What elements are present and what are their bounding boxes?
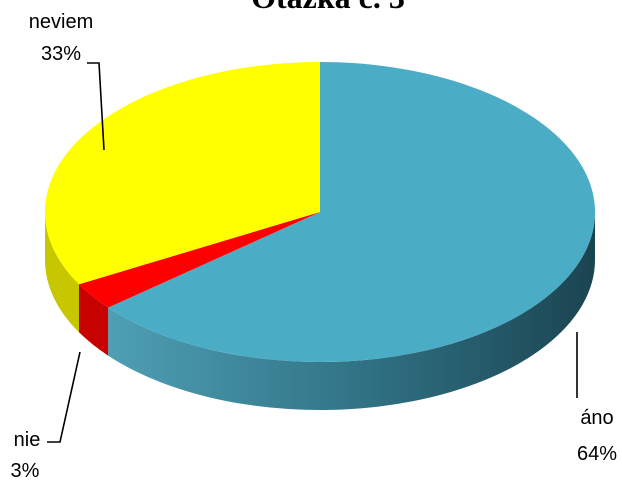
label-ano-value: 64% [577,443,617,465]
slice-nie [79,212,320,308]
label-nie-name: nie [14,429,41,451]
leader-neviem [87,62,105,151]
label-ano-name: áno [580,407,613,429]
leader-lines [47,62,578,443]
leader-nie [47,351,81,443]
label-nie-value: 3% [11,460,40,481]
slice-áno [108,62,596,362]
pie-slices [44,62,596,362]
label-neviem-name: neviem [29,11,93,33]
label-neviem-value: 33% [41,43,81,65]
slice-side-áno [108,212,595,410]
slice-side-neviem [44,212,79,333]
chart-title: Otázka č. 3 [251,0,405,15]
pie-sides [44,212,595,410]
slice-side-nie [79,284,109,356]
slice-neviem [44,62,320,285]
